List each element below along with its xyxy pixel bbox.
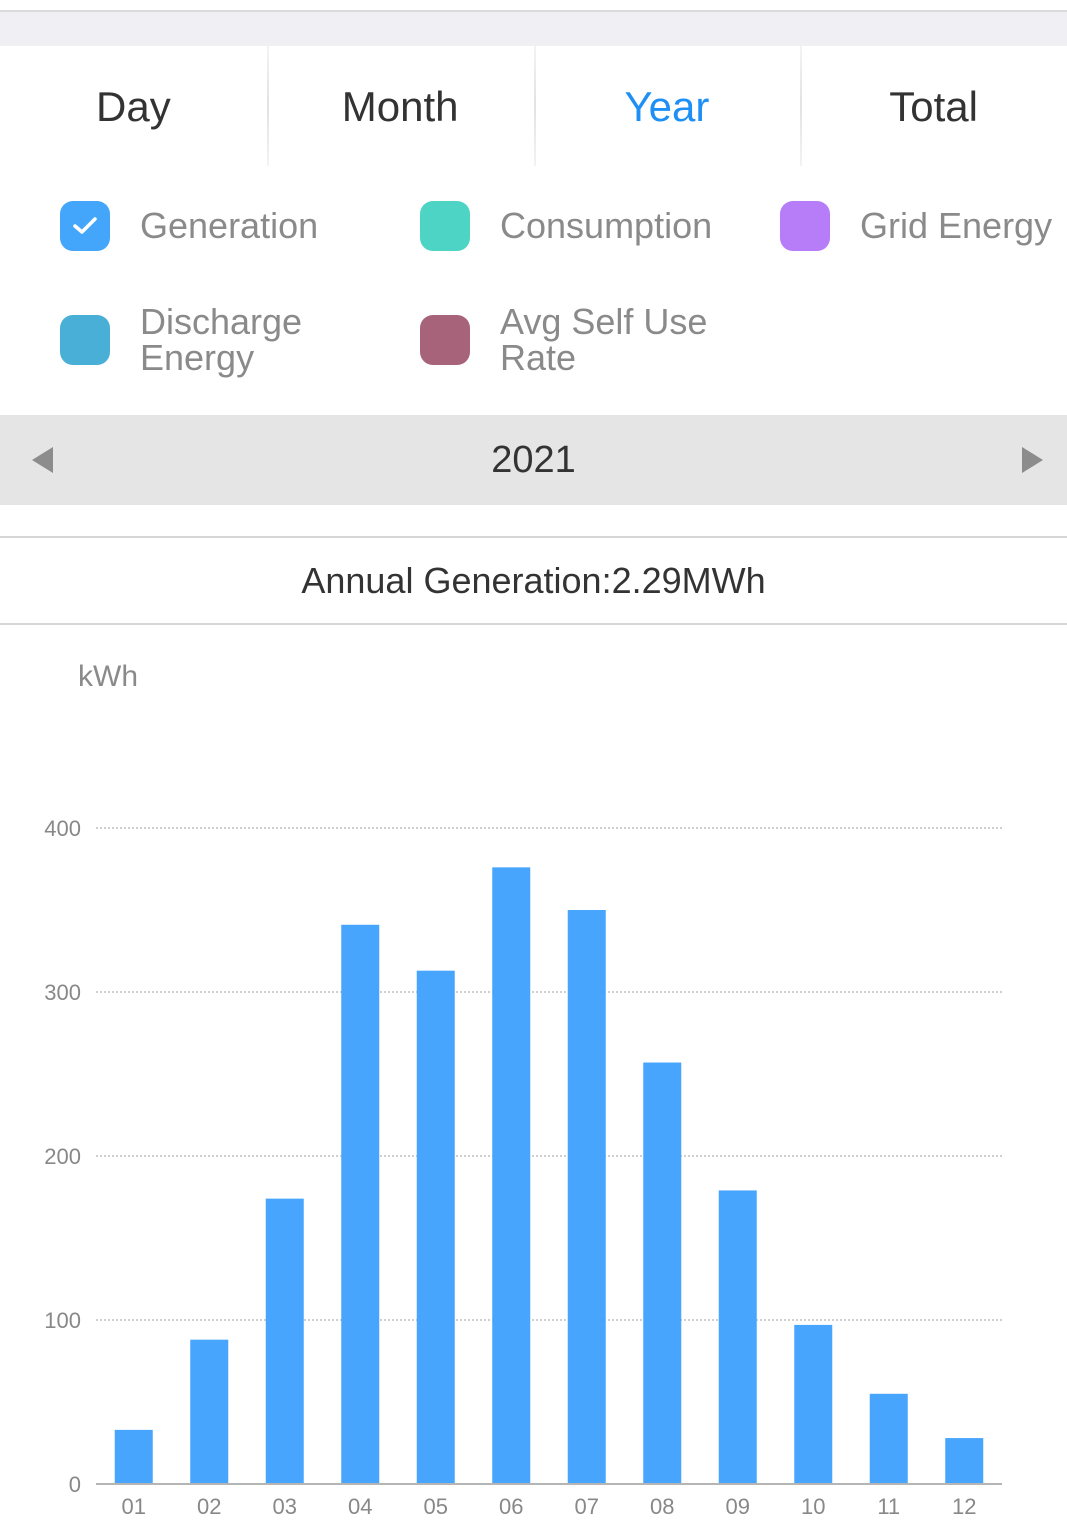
bar (492, 867, 531, 1484)
consumption-checkbox[interactable] (420, 201, 470, 251)
bar (265, 1198, 304, 1484)
bar (341, 924, 380, 1484)
bar (190, 1339, 229, 1484)
legend-item-consumption[interactable]: Consumption (420, 201, 712, 251)
x-tick-label: 04 (348, 1494, 372, 1519)
legend-label-discharge-energy: Discharge Energy (140, 301, 303, 378)
legend-item-avg-self-use-rate[interactable]: Avg Self Use Rate (420, 304, 707, 376)
x-tick-label: 06 (499, 1494, 523, 1519)
y-tick-label: 400 (44, 816, 81, 841)
bar (869, 1393, 908, 1484)
period-tabs: Day Month Year Total (0, 46, 1067, 168)
legend-label-avg-self-use-rate: Avg Self Use Rate (500, 301, 708, 378)
year-selector: 2021 (0, 415, 1067, 505)
triangle-right-icon[interactable] (1022, 447, 1043, 473)
grid-energy-checkbox[interactable] (780, 201, 830, 251)
y-tick-label: 300 (44, 980, 81, 1005)
legend-label-grid-energy: Grid Energy (860, 205, 1053, 246)
bar (945, 1438, 984, 1484)
x-tick-label: 03 (273, 1494, 297, 1519)
annual-generation-summary: Annual Generation:2.29MWh (0, 536, 1067, 625)
tab-day[interactable]: Day (96, 83, 171, 130)
legend-label-generation: Generation (140, 205, 319, 246)
y-tick-label: 0 (69, 1472, 81, 1497)
legend-item-discharge-energy[interactable]: Discharge Energy (60, 304, 302, 376)
x-tick-label: 09 (726, 1494, 750, 1519)
triangle-left-icon[interactable] (32, 447, 53, 473)
header-strip (0, 10, 1067, 46)
bar (567, 910, 606, 1484)
legend-item-generation[interactable]: Generation (60, 201, 318, 251)
x-tick-label: 05 (424, 1494, 448, 1519)
tab-year[interactable]: Year (533, 46, 801, 168)
legend-label-consumption: Consumption (500, 205, 713, 246)
x-tick-label: 11 (877, 1494, 900, 1519)
x-tick-label: 10 (801, 1494, 825, 1519)
avg-self-use-rate-checkbox[interactable] (420, 315, 470, 365)
y-tick-label: 200 (44, 1144, 81, 1169)
y-axis-unit-label: kWh (78, 660, 138, 693)
legend-item-grid-energy[interactable]: Grid Energy (780, 201, 1052, 251)
selected-year: 2021 (491, 438, 576, 481)
tab-month[interactable]: Month (266, 46, 534, 168)
x-tick-label: 12 (952, 1494, 976, 1519)
bar (643, 1062, 682, 1484)
x-tick-label: 08 (650, 1494, 674, 1519)
bar (416, 970, 455, 1484)
discharge-energy-checkbox[interactable] (60, 315, 110, 365)
x-tick-label: 02 (197, 1494, 221, 1519)
bar (114, 1429, 153, 1484)
tab-total[interactable]: Total (800, 46, 1067, 168)
generation-checkbox[interactable] (60, 201, 110, 251)
top-blank (0, 0, 1067, 10)
y-tick-label: 100 (44, 1308, 81, 1333)
bar (718, 1190, 757, 1484)
generation-bar-chart: 0 100 200 300 400 01 02 03 04 05 06 07 08 09 10 11 12 (44, 816, 1002, 1519)
x-tick-label: 01 (122, 1494, 146, 1519)
bar (794, 1324, 833, 1484)
x-tick-label: 07 (575, 1494, 599, 1519)
check-icon (73, 217, 97, 234)
legend: Generation Consumption Grid Energy Disch… (0, 170, 1067, 414)
